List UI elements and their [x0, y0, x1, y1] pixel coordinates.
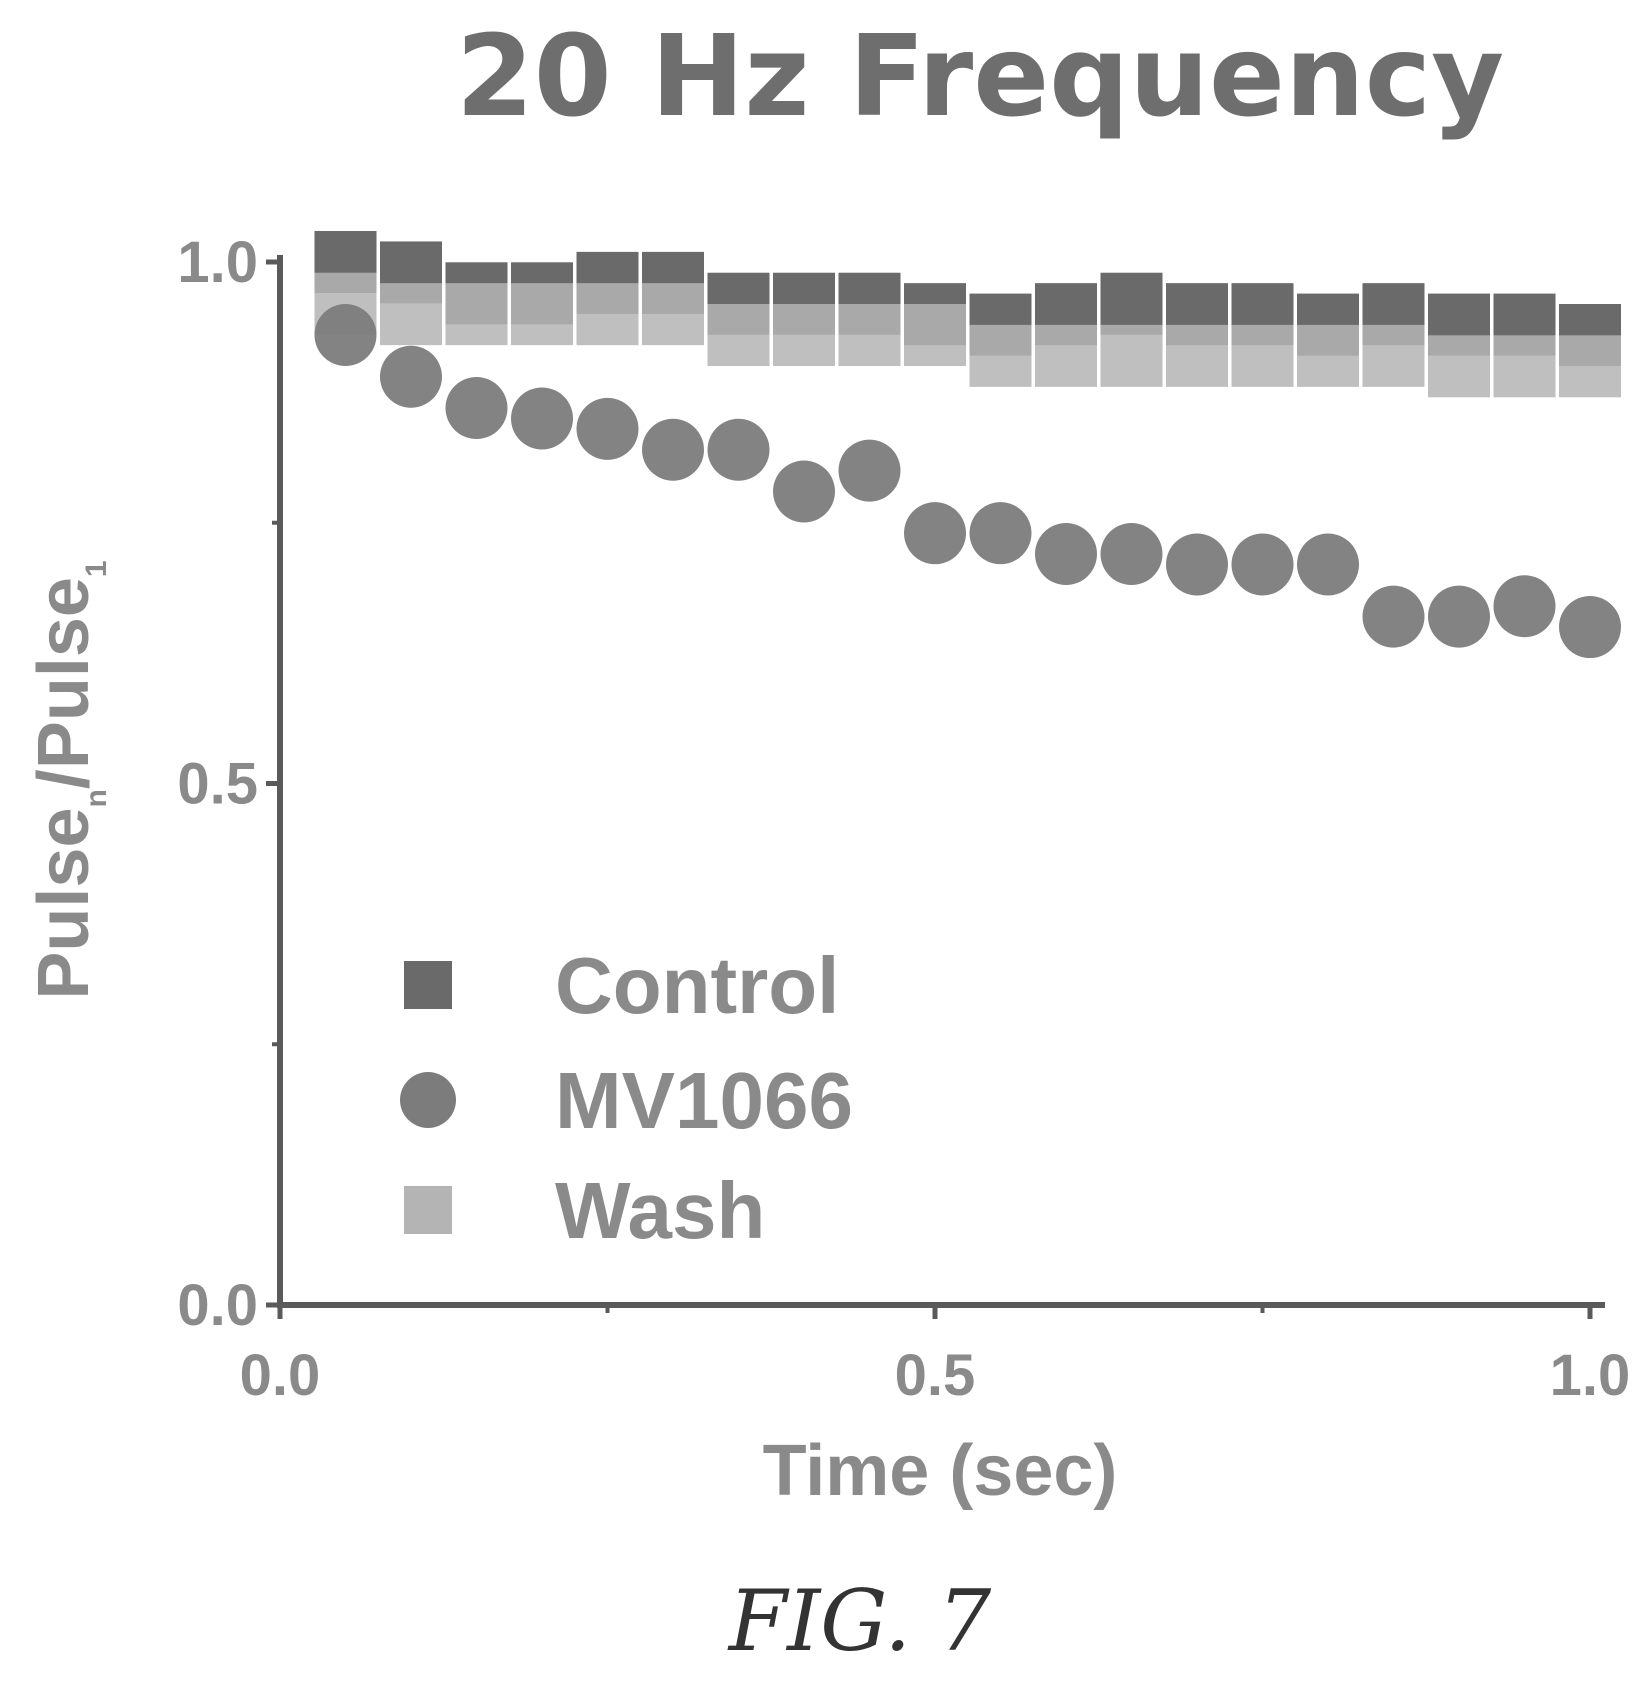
legend: Control MV1066 Wash	[400, 941, 853, 1255]
wash-point	[904, 304, 966, 367]
legend-label-control: Control	[555, 941, 839, 1030]
x-tick-label: 0.0	[240, 1343, 321, 1408]
wash-point	[1493, 335, 1556, 398]
mv1066-point	[1231, 533, 1294, 596]
y-axis-label-subscript-1: 1	[80, 560, 113, 577]
mv1066-point	[1428, 585, 1490, 648]
wash-point	[1231, 324, 1294, 387]
mv1066-point	[511, 387, 573, 450]
wash-point	[1559, 335, 1621, 398]
legend-marker-wash	[404, 1186, 452, 1234]
wash-point	[576, 283, 639, 346]
legend-marker-control	[404, 961, 452, 1009]
mv1066-point	[1100, 523, 1163, 586]
wash-point	[773, 304, 835, 367]
mv1066-point	[642, 418, 704, 481]
mv1066-point	[707, 418, 770, 481]
y-axis-label: Pulsen/Pulse1	[24, 560, 113, 999]
wash-point	[1035, 324, 1097, 387]
mv1066-point	[576, 397, 639, 460]
wash-point	[642, 283, 704, 346]
y-axis-label-slash: /Pulse	[24, 577, 104, 789]
y-tick-label: 0.0	[177, 1273, 258, 1338]
x-tick-label: 0.5	[895, 1343, 976, 1408]
y-tick-label: 1.0	[177, 230, 258, 295]
wash-point	[1166, 324, 1228, 387]
x-axis-label: Time (sec)	[763, 1431, 1118, 1511]
wash-point	[1362, 324, 1425, 387]
legend-label-mv1066: MV1066	[555, 1056, 853, 1145]
x-tick-label: 1.0	[1550, 1343, 1631, 1408]
y-axis-label-text: Pulsen/Pulse1	[24, 560, 113, 999]
wash-point	[511, 283, 573, 346]
legend-label-wash: Wash	[555, 1166, 765, 1255]
wash-point	[445, 283, 508, 346]
wash-point	[969, 324, 1032, 387]
mv1066-point	[445, 377, 508, 440]
y-axis-label-main: Pulse	[24, 808, 104, 1000]
mv1066-point	[1166, 533, 1228, 596]
wash-point	[1100, 324, 1163, 387]
data-marks	[314, 231, 1621, 659]
wash-point	[707, 304, 770, 367]
chart-title: 20 Hz Frequency	[456, 12, 1504, 142]
legend-marker-mv1066	[400, 1072, 456, 1128]
figure-caption: FIG. 7	[727, 1572, 992, 1670]
y-tick-label: 0.5	[177, 752, 258, 817]
mv1066-point	[380, 345, 442, 408]
mv1066-point	[314, 304, 377, 367]
mv1066-point	[969, 502, 1032, 565]
mv1066-point	[1035, 523, 1097, 586]
control-point	[1100, 272, 1163, 335]
mv1066-point	[1559, 596, 1621, 659]
wash-point	[380, 283, 442, 346]
wash-point	[1428, 335, 1490, 398]
mv1066-point	[1297, 533, 1359, 596]
axis-ticks: 0.0 0.5 1.0 0.0 0.5 1.0	[177, 230, 1630, 1408]
y-axis-label-subscript-n: n	[80, 789, 113, 807]
mv1066-point	[838, 439, 901, 502]
mv1066-point	[773, 460, 835, 523]
mv1066-point	[1362, 585, 1425, 648]
mv1066-point	[904, 502, 966, 565]
wash-point	[1297, 324, 1359, 387]
wash-point	[838, 304, 901, 367]
mv1066-point	[1493, 575, 1556, 638]
